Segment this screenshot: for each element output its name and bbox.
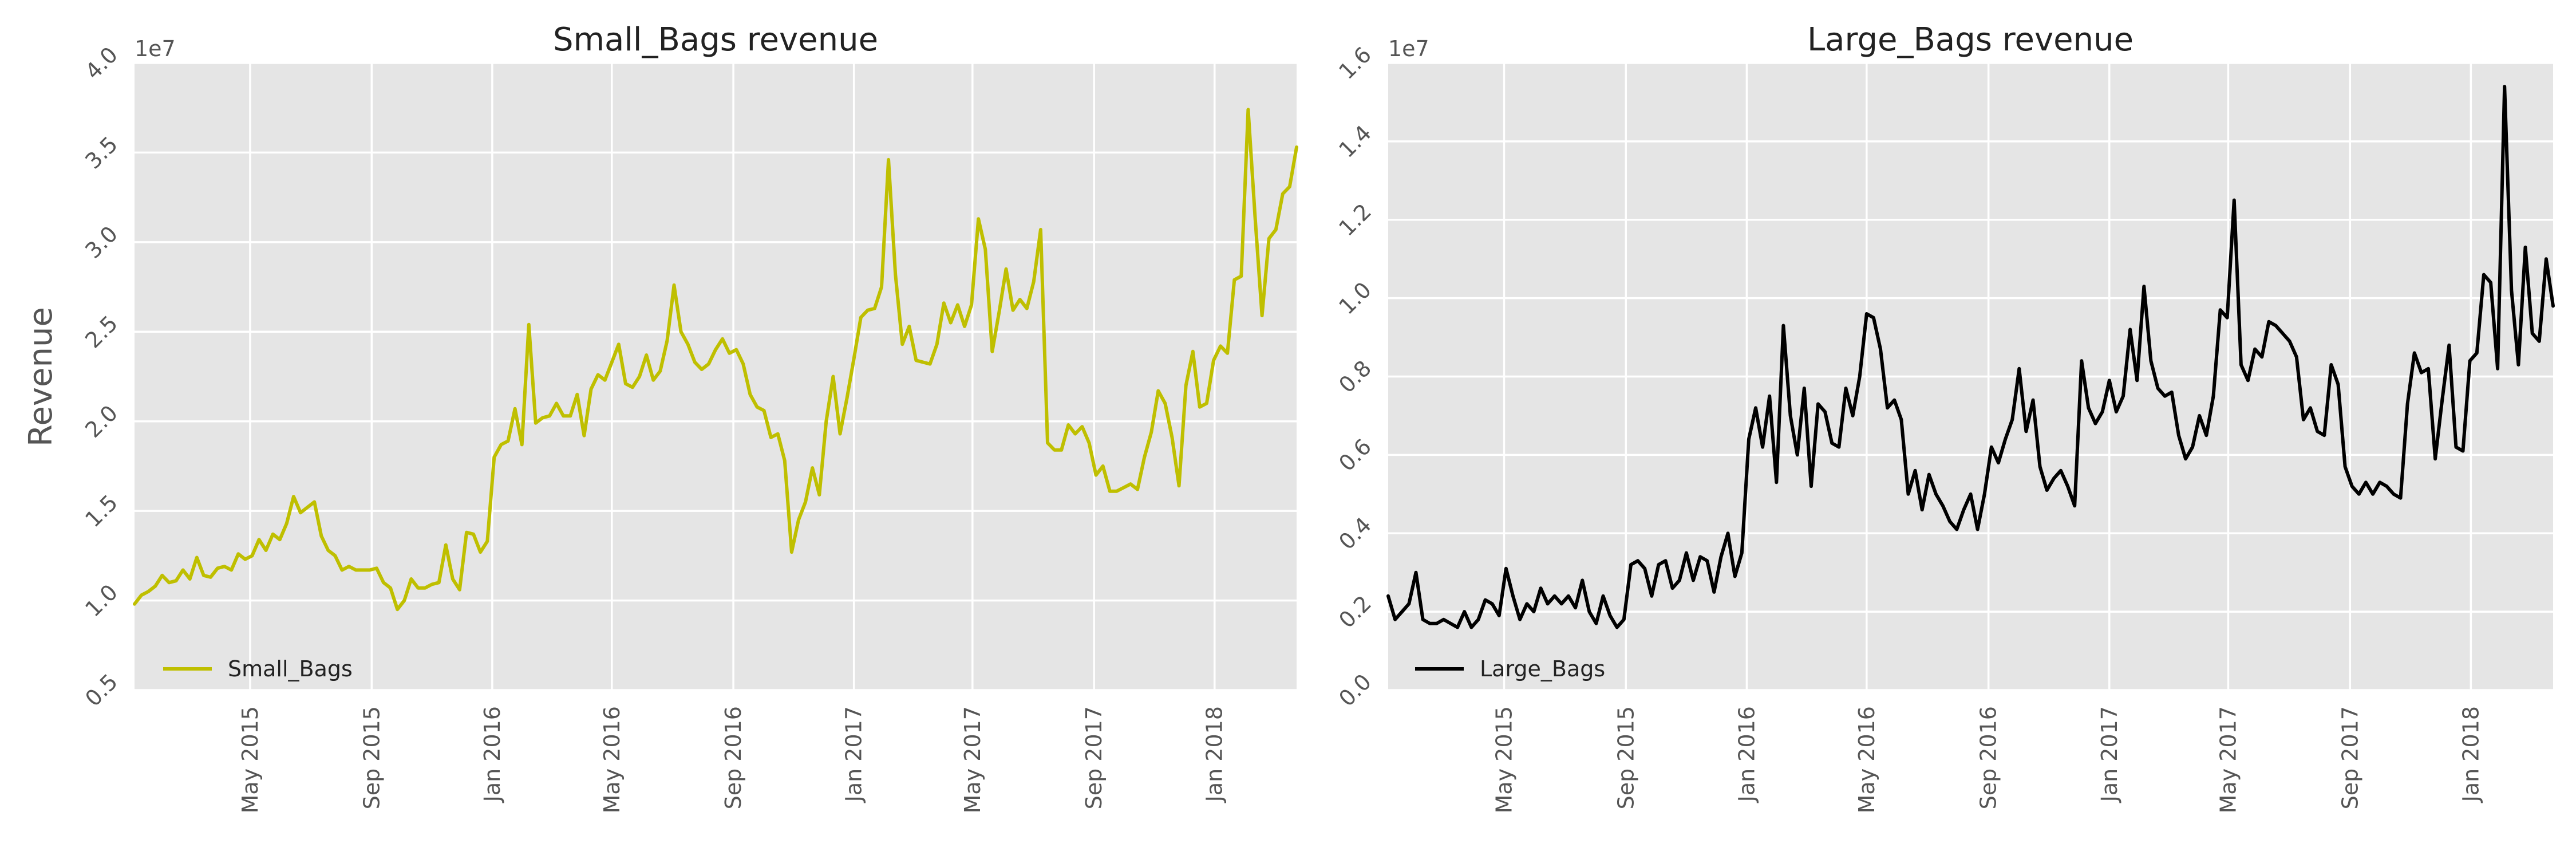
plot-area-small-bags — [135, 63, 1297, 690]
x-tick-label: Sep 2016 — [721, 706, 746, 809]
y-tick-label: 1.4 — [1334, 120, 1376, 163]
x-tick-label: Jan 2017 — [841, 706, 867, 803]
y-tick-label: 1.6 — [1334, 42, 1376, 84]
x-tick-label: May 2017 — [2215, 706, 2241, 813]
series-line-large-bags — [1386, 85, 2555, 629]
gridlines-large-bags — [1388, 62, 2553, 691]
y-tick-label: 0.0 — [1334, 669, 1376, 711]
x-tick-label: May 2017 — [960, 706, 985, 813]
x-tick-label: Jan 2018 — [1202, 706, 1227, 803]
y-tick-label: 1.0 — [80, 580, 123, 622]
x-tick-label: Jan 2016 — [1734, 706, 1759, 803]
x-tick-label: May 2016 — [1854, 706, 1879, 813]
chart-title: Large_Bags revenue — [1807, 21, 2134, 58]
y-axis-label: Revenue — [22, 307, 60, 447]
x-tick-label: Jan 2016 — [480, 706, 505, 803]
chart-small-bags: 0.5 1.0 1.5 2.0 2.5 3.0 3.5 4.0 May 2015 Sep 201… — [22, 21, 1298, 813]
y-offset-label: 1e7 — [1388, 36, 1429, 61]
y-tick-label: 2.0 — [80, 400, 123, 443]
x-tick-label: Sep 2017 — [2337, 706, 2362, 809]
legend-label: Large_Bags — [1480, 656, 1605, 681]
x-tick-labels-large-bags: May 2015 Sep 2015 Jan 2016 May 2016 Sep 2016… — [1491, 706, 2483, 813]
series-line-small-bags — [133, 108, 1298, 612]
y-tick-label: 0.8 — [1334, 356, 1376, 398]
legend-label: Small_Bags — [228, 656, 353, 681]
y-tick-labels-large-bags: 0.0 0.2 0.4 0.6 0.8 1.0 1.2 1.4 1.6 — [1334, 42, 1376, 711]
x-tick-label: Sep 2017 — [1081, 706, 1107, 809]
x-tick-labels-small-bags: May 2015 Sep 2015 Jan 2016 May 2016 Sep 2016… — [238, 706, 1227, 813]
x-tick-label: May 2015 — [238, 706, 263, 813]
series-large-bags — [1386, 85, 2555, 629]
chart-large-bags: 0.0 0.2 0.4 0.6 0.8 1.0 1.2 1.4 1.6 May 2015 Sep … — [1334, 21, 2555, 813]
y-tick-label: 1.0 — [1334, 277, 1376, 320]
y-tick-label: 0.5 — [80, 669, 123, 711]
x-tick-label: Jan 2017 — [2097, 706, 2122, 803]
y-tick-label: 0.6 — [1334, 434, 1376, 476]
y-tick-label: 1.2 — [1334, 199, 1376, 241]
chart-title: Small_Bags revenue — [553, 21, 878, 58]
y-tick-label: 0.4 — [1334, 513, 1376, 555]
y-tick-labels-small-bags: 0.5 1.0 1.5 2.0 2.5 3.0 3.5 4.0 — [80, 42, 123, 711]
x-tick-label: Sep 2015 — [1613, 706, 1638, 809]
y-tick-label: 4.0 — [80, 42, 123, 84]
y-tick-label: 3.0 — [80, 221, 123, 263]
series-small-bags — [133, 108, 1298, 612]
y-tick-label: 2.5 — [80, 311, 123, 353]
legend-large-bags: Large_Bags — [1415, 656, 1605, 681]
x-tick-label: Sep 2016 — [1976, 706, 2001, 809]
x-tick-label: Jan 2018 — [2458, 706, 2483, 803]
y-offset-label: 1e7 — [135, 36, 176, 61]
legend-small-bags: Small_Bags — [163, 656, 353, 681]
y-tick-label: 3.5 — [80, 132, 123, 174]
y-tick-label: 1.5 — [80, 490, 123, 532]
gridlines-small-bags — [135, 62, 1297, 691]
y-tick-label: 0.2 — [1334, 590, 1376, 633]
x-tick-label: Sep 2015 — [359, 706, 384, 809]
x-tick-label: May 2016 — [599, 706, 625, 813]
x-tick-label: May 2015 — [1491, 706, 1516, 813]
